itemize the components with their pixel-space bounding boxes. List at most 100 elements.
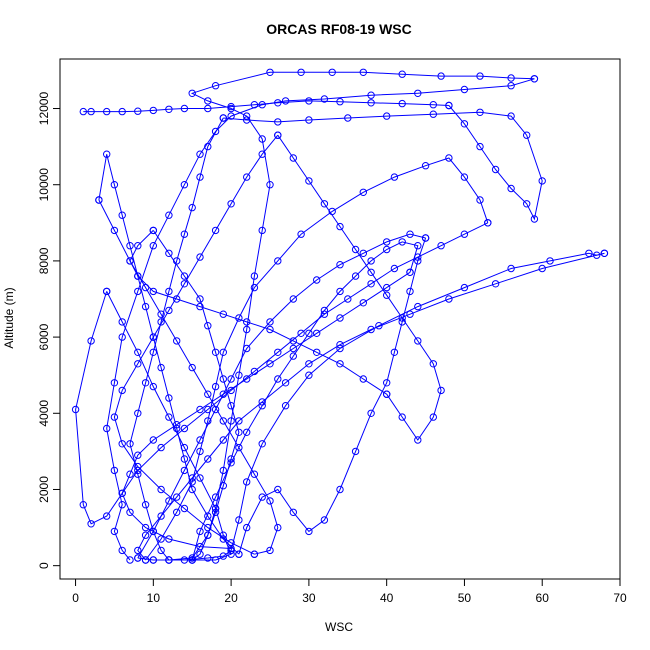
- data-point: [118, 546, 126, 555]
- data-point: [367, 257, 375, 265]
- series: [227, 249, 609, 555]
- data-point: [390, 348, 399, 356]
- data-point: [359, 68, 367, 77]
- data-point: [227, 104, 235, 113]
- data-point: [126, 470, 134, 478]
- data-point: [281, 402, 290, 410]
- series: [219, 101, 546, 223]
- data-point: [593, 251, 601, 259]
- data-point: [110, 181, 119, 189]
- data-point: [414, 302, 422, 311]
- data-point: [476, 72, 484, 80]
- data-point: [227, 102, 235, 111]
- data-point: [406, 268, 414, 276]
- data-point: [141, 379, 150, 387]
- series-line: [223, 105, 543, 221]
- data-point: [235, 443, 243, 452]
- data-point: [266, 181, 274, 189]
- data-point: [258, 493, 266, 501]
- data-point: [460, 173, 469, 181]
- data-point: [126, 508, 134, 516]
- data-point: [118, 107, 126, 116]
- data-point: [289, 154, 297, 162]
- data-point: [196, 405, 204, 414]
- data-point: [188, 485, 196, 494]
- data-point: [289, 344, 297, 353]
- data-point: [266, 497, 274, 505]
- data-point: [336, 222, 344, 231]
- data-point: [165, 249, 173, 258]
- data-point: [274, 375, 282, 383]
- data-point: [243, 375, 251, 383]
- data-point: [289, 295, 297, 303]
- data-point: [336, 287, 344, 296]
- data-point: [414, 337, 422, 345]
- series-line: [113, 134, 279, 555]
- data-point: [437, 386, 445, 395]
- data-point: [460, 230, 469, 238]
- data-point: [219, 436, 228, 444]
- data-point: [530, 215, 539, 223]
- data-point: [141, 556, 150, 564]
- chart-title: ORCAS RF08-19 WSC: [266, 21, 411, 37]
- data-point: [507, 184, 515, 193]
- data-point: [118, 440, 126, 448]
- data-point: [367, 409, 375, 417]
- data-point: [398, 99, 406, 108]
- data-point: [383, 291, 391, 299]
- data-point: [274, 257, 282, 265]
- data-point: [227, 375, 235, 383]
- data-point: [235, 550, 243, 558]
- data-point: [95, 196, 103, 204]
- data-point: [134, 242, 142, 250]
- data-point: [429, 413, 437, 421]
- data-point: [274, 118, 282, 126]
- data-point: [204, 97, 212, 105]
- data-point: [196, 447, 204, 456]
- data-point: [204, 322, 212, 330]
- data-point: [320, 95, 329, 103]
- data-point: [110, 466, 119, 475]
- data-point: [211, 556, 220, 564]
- data-point: [421, 234, 430, 242]
- data-point: [227, 459, 235, 467]
- data-point: [196, 302, 204, 311]
- data-point: [258, 440, 266, 448]
- data-point: [289, 508, 297, 516]
- data-point: [585, 249, 593, 258]
- data-point: [243, 116, 251, 124]
- data-point: [196, 150, 204, 158]
- data-point: [429, 360, 437, 368]
- data-point: [134, 462, 142, 471]
- plot-area: [71, 68, 609, 564]
- data-point: [219, 535, 228, 543]
- data-point: [79, 501, 88, 509]
- data-point: [211, 493, 220, 501]
- series-line: [145, 157, 489, 561]
- data-point: [126, 257, 134, 265]
- data-point: [305, 116, 313, 124]
- data-point: [211, 405, 220, 414]
- data-point: [196, 527, 204, 536]
- data-point: [398, 70, 406, 78]
- data-point: [266, 546, 274, 555]
- data-point: [414, 89, 422, 98]
- data-point: [103, 512, 111, 520]
- data-point: [406, 310, 414, 318]
- data-point: [546, 257, 554, 265]
- data-point: [149, 226, 158, 235]
- data-point: [313, 348, 321, 356]
- data-point: [538, 264, 546, 273]
- data-point: [157, 310, 165, 318]
- data-point: [79, 107, 88, 116]
- data-point: [305, 371, 313, 379]
- series: [235, 234, 430, 558]
- series: [103, 287, 235, 564]
- data-point: [118, 501, 126, 509]
- data-point: [297, 68, 305, 77]
- data-point: [274, 485, 282, 494]
- data-point: [367, 268, 375, 276]
- data-point: [336, 314, 344, 322]
- data-point: [196, 474, 204, 482]
